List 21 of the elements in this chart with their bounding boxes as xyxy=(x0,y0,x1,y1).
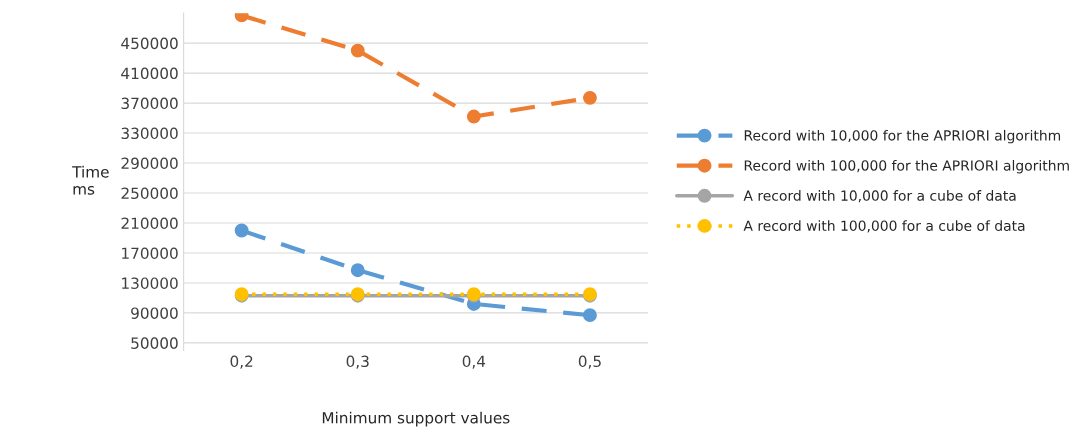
y-tick-label: 370000 xyxy=(121,97,178,110)
y-tick-label: 170000 xyxy=(122,247,178,259)
legend-label: A record with 100,000 for a cube of data xyxy=(743,220,1025,233)
y-tick-label: 210000 xyxy=(121,217,178,230)
x-tick-label: 0,2 xyxy=(230,355,253,369)
y-axis-title: Time ms xyxy=(72,165,109,195)
x-tick-label: 0,4 xyxy=(462,355,486,369)
y-tick-label: 450000 xyxy=(121,37,178,50)
y-tick-label: 410000 xyxy=(121,67,178,80)
legend-label: Record with 10,000 for the APRIORI algorithm xyxy=(744,129,1061,144)
y-tick-label: 130000 xyxy=(122,277,178,289)
x-tick-label: 0,5 xyxy=(578,355,601,369)
y-tick-label: 90000 xyxy=(131,307,178,319)
y-tick-label: 250000 xyxy=(121,187,178,200)
y-tick-label: 50000 xyxy=(131,337,178,349)
x-tick-label: 0,3 xyxy=(346,355,369,369)
legend-label: A record with 10,000 for a cube of data xyxy=(743,190,1016,203)
legend-label: Record with 100,000 for the APRIORI algorithm xyxy=(744,159,1069,174)
y-tick-label: 330000 xyxy=(121,127,178,140)
y-tick-label: 290000 xyxy=(121,157,178,170)
x-axis-title: Minimum support values xyxy=(322,411,510,427)
